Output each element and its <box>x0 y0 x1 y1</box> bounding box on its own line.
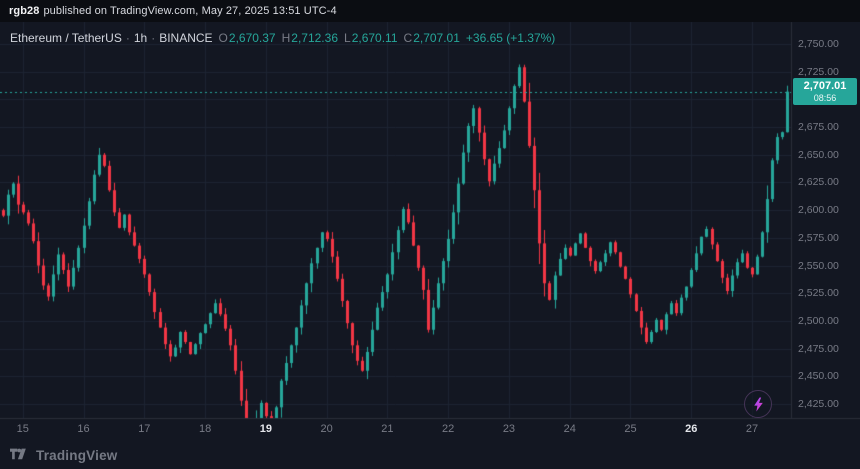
symbol-title[interactable]: Ethereum / TetherUS <box>10 31 122 45</box>
price-tick-label: 2,625.00 <box>798 176 839 189</box>
price-tick-label: 2,575.00 <box>798 231 839 244</box>
time-tick-label: 20 <box>320 423 333 435</box>
time-tick-label: 24 <box>563 423 576 435</box>
attribution-username: rgb28 <box>9 5 40 17</box>
separator-dot: · <box>125 31 130 45</box>
change-text: +36.65 (+1.37%) <box>465 31 556 45</box>
time-tick-label: 26 <box>685 423 698 435</box>
open-label: O <box>218 31 228 45</box>
time-tick-label: 21 <box>381 423 394 435</box>
low-label: L <box>344 31 351 45</box>
low-value: 2,670.11 <box>351 31 398 45</box>
bar-countdown: 08:56 <box>813 92 837 103</box>
time-tick-label: 19 <box>259 423 272 435</box>
close-value: 2,707.01 <box>413 31 460 45</box>
close-label: C <box>403 31 413 45</box>
time-tick-label: 23 <box>502 423 516 435</box>
tradingview-brand[interactable]: TradingView <box>36 448 118 463</box>
last-price-value: 2,707.01 <box>803 79 847 92</box>
time-tick-label: 27 <box>745 423 759 435</box>
price-tick-label: 2,600.00 <box>798 204 839 217</box>
time-tick-label: 22 <box>442 423 455 435</box>
chart-header: Ethereum / TetherUS · 1h · BINANCE O 2,6… <box>10 31 555 45</box>
price-tick-label: 2,525.00 <box>798 287 839 300</box>
high-value: 2,712.36 <box>291 31 338 45</box>
exchange-label[interactable]: BINANCE <box>159 31 213 45</box>
lightning-icon <box>753 397 763 411</box>
attribution-bar: rgb28 published on TradingView.com, May … <box>0 0 860 22</box>
high-label: H <box>281 31 291 45</box>
time-tick-label: 17 <box>138 423 151 435</box>
price-tick-label: 2,475.00 <box>798 342 839 355</box>
interval-label[interactable]: 1h <box>133 31 148 45</box>
open-value: 2,670.37 <box>228 31 276 45</box>
time-tick-label: 15 <box>16 423 29 435</box>
boost-button[interactable] <box>744 390 772 418</box>
separator-dot: · <box>151 31 156 45</box>
attribution-text: published on TradingView.com, May 27, 20… <box>43 5 337 17</box>
price-tick-label: 2,450.00 <box>798 370 839 383</box>
price-tick-label: 2,650.00 <box>798 148 839 161</box>
price-tick-label: 2,725.00 <box>798 65 839 78</box>
last-price-badge[interactable]: 2,707.01 08:56 <box>793 77 857 105</box>
price-tick-label: 2,550.00 <box>798 259 839 272</box>
tradingview-logo-icon[interactable] <box>10 448 29 463</box>
time-tick-label: 25 <box>624 423 637 435</box>
time-tick-label: 16 <box>77 423 90 435</box>
price-tick-label: 2,425.00 <box>798 398 839 410</box>
price-tick-label: 2,750.00 <box>798 38 839 50</box>
time-tick-label: 18 <box>198 423 212 435</box>
price-tick-label: 2,500.00 <box>798 314 839 327</box>
footer: TradingView <box>0 442 860 469</box>
price-tick-label: 2,675.00 <box>798 121 839 134</box>
